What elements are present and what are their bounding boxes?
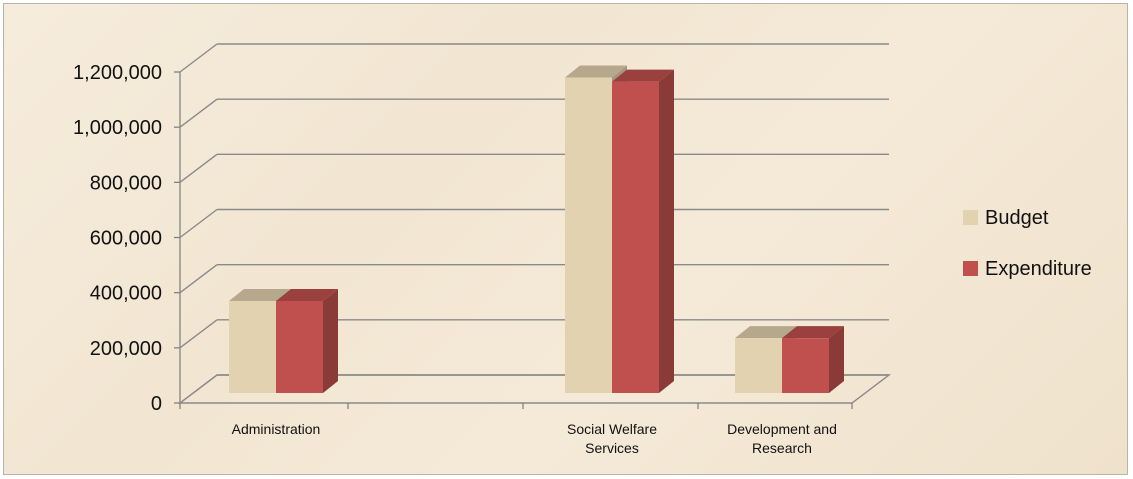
bar-top	[565, 65, 627, 78]
bar	[276, 300, 323, 393]
legend: Budget Expenditure	[963, 207, 1092, 280]
bars	[229, 65, 844, 394]
y-tick-label: 600,000	[90, 228, 162, 250]
bar	[735, 338, 782, 393]
gridline-diagonal	[179, 264, 218, 294]
legend-label: Budget	[985, 207, 1049, 229]
x-tick-label: Development and	[727, 421, 837, 437]
bar-top	[276, 288, 338, 301]
bar-top	[782, 326, 844, 339]
gridline-diagonal	[179, 43, 218, 73]
y-tick-label: 400,000	[90, 283, 162, 305]
x-tick-label: Social Welfare	[567, 421, 657, 437]
legend-label: Expenditure	[985, 258, 1092, 280]
bar	[612, 81, 659, 393]
legend-swatch	[963, 210, 978, 225]
bar	[565, 77, 612, 394]
gridline-diagonal	[179, 153, 218, 183]
y-tick-label: 200,000	[90, 338, 162, 360]
legend-swatch	[963, 261, 978, 276]
x-tick-label: Administration	[232, 421, 321, 437]
y-tick-label: 1,200,000	[73, 62, 162, 84]
gridline-diagonal	[179, 319, 218, 349]
bar-side	[323, 288, 338, 393]
bar	[229, 300, 276, 393]
bar-top	[735, 326, 797, 339]
bar-side	[659, 69, 674, 393]
y-tick-label: 0	[151, 393, 162, 415]
bar-side	[829, 326, 844, 393]
y-tick-labels: 0 200,000 400,000 600,000 800,000 1,000,000 1,…	[73, 62, 162, 415]
gridline-diagonal	[179, 98, 218, 128]
y-tick-label: 800,000	[90, 172, 162, 194]
x-tick-label: Services	[585, 440, 639, 456]
floor	[177, 374, 892, 404]
bar-top	[229, 288, 291, 301]
bar	[782, 338, 829, 393]
axes	[174, 71, 892, 409]
bar-top	[612, 69, 674, 82]
gridline-diagonal	[179, 208, 218, 239]
x-tick-labels: Administration Social Welfare Services Deve…	[232, 421, 837, 456]
y-tick-label: 1,000,000	[73, 117, 162, 139]
x-tick-label: Research	[752, 440, 812, 456]
